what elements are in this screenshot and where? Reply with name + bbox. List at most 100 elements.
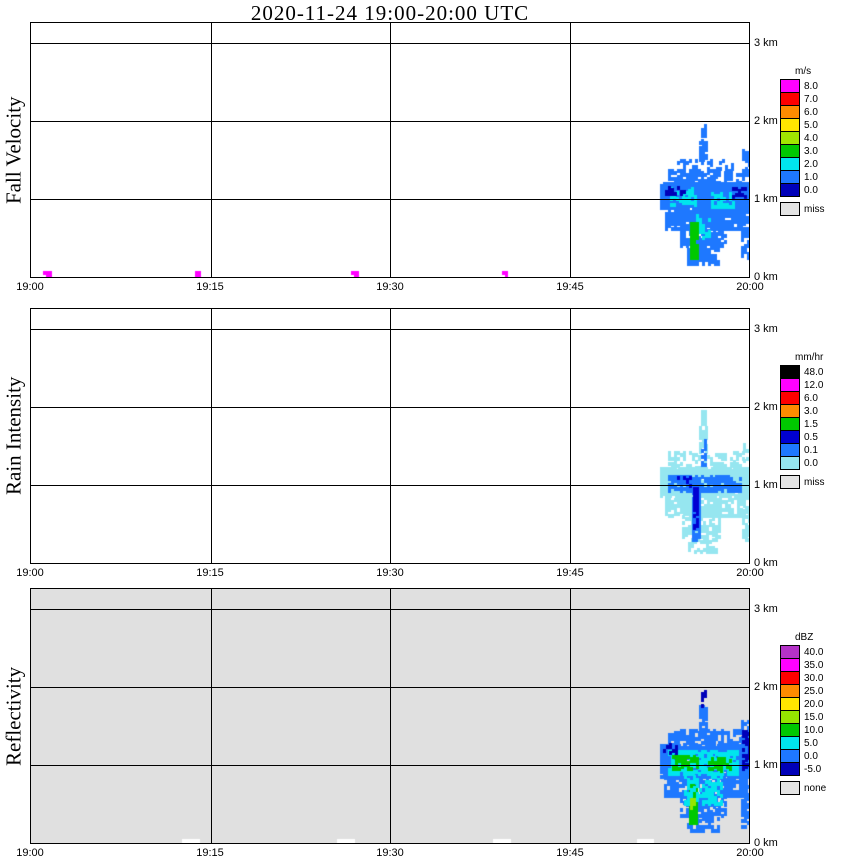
height-label-3km: 3 km (754, 323, 778, 335)
colorbar-row: 48.0 (780, 365, 850, 379)
colorbar-label: 3.0 (804, 145, 818, 157)
plot-area-reflectivity (30, 588, 750, 844)
colorbar-label: 2.0 (804, 158, 818, 170)
height-label-3km: 3 km (754, 603, 778, 615)
colorbar-row: 7.0 (780, 92, 850, 106)
colorbar-swatch (780, 658, 800, 672)
colorbar-swatch (780, 762, 800, 776)
height-label-2km: 2 km (754, 681, 778, 693)
colorbar-row: 6.0 (780, 391, 850, 405)
colorbar-row: 3.0 (780, 404, 850, 418)
grid-line-horizontal (31, 407, 749, 408)
colorbar-row: 6.0 (780, 105, 850, 119)
colorbar-label: 8.0 (804, 80, 818, 92)
colorbar-swatch (780, 391, 800, 405)
grid-line-vertical (390, 23, 391, 277)
colorbar-label: 0.0 (804, 457, 818, 469)
time-label: 19:00 (16, 567, 44, 579)
colorbar-row: 1.5 (780, 417, 850, 431)
grid-line-vertical (211, 23, 212, 277)
colorbar-label: 40.0 (804, 646, 824, 658)
colorbar-label: 25.0 (804, 685, 824, 697)
colorbar-swatch (780, 475, 800, 489)
colorbar-label: 4.0 (804, 132, 818, 144)
colorbar-swatch (780, 92, 800, 106)
colorbar-swatch (780, 443, 800, 457)
colorbar-label: 10.0 (804, 724, 824, 736)
colorbar-swatch (780, 710, 800, 724)
colorbar-swatch (780, 456, 800, 470)
colorbar-row: 4.0 (780, 131, 850, 145)
height-label-0km: 0 km (754, 271, 778, 283)
height-label-0km: 0 km (754, 837, 778, 849)
colorbar-label: 48.0 (804, 366, 824, 378)
height-label-1km: 1 km (754, 759, 778, 771)
colorbar-swatch (780, 202, 800, 216)
colorbar-row: miss (780, 475, 850, 489)
grid-line-vertical (211, 309, 212, 563)
chart-title: 2020-11-24 19:00-20:00 UTC (250, 1, 530, 25)
colorbar-label: 0.0 (804, 184, 818, 196)
colorbar-label: 1.0 (804, 171, 818, 183)
colorbar-swatch (780, 723, 800, 737)
colorbar-label: miss (804, 476, 825, 488)
colorbar-row: 15.0 (780, 710, 850, 724)
colorbar-label: 35.0 (804, 659, 824, 671)
colorbar-reflectivity: dBZ 40.0 35.0 30.0 25.0 20.0 15.0 10.0 5.0 0.0 -5.… (780, 632, 850, 795)
colorbar-swatch (780, 365, 800, 379)
grid-line-vertical (211, 589, 212, 843)
colorbar-row: 8.0 (780, 79, 850, 93)
colorbar-label: 0.0 (804, 750, 818, 762)
colorbar-row: 30.0 (780, 671, 850, 685)
colorbar-swatch (780, 736, 800, 750)
height-label-1km: 1 km (754, 193, 778, 205)
grid-line-vertical (390, 589, 391, 843)
time-label: 19:15 (196, 281, 224, 293)
grid-line-horizontal (31, 43, 749, 44)
colorbar-label: none (804, 782, 827, 794)
colorbar-row: 0.0 (780, 749, 850, 763)
panel-title-fall-velocity: Fall Velocity (1, 96, 26, 204)
colorbar-row: -5.0 (780, 762, 850, 776)
colorbar-swatch (780, 118, 800, 132)
height-label-2km: 2 km (754, 401, 778, 413)
panel-rain-intensity: Rain Intensity 3 km 2 km 1 km 0 km 19:00 19:15… (0, 308, 850, 588)
time-label: 19:45 (556, 281, 584, 293)
colorbar-row: 40.0 (780, 645, 850, 659)
colorbar-row: miss (780, 202, 850, 216)
colorbar-swatch (780, 749, 800, 763)
grid-line-horizontal (31, 485, 749, 486)
panel-title-reflectivity: Reflectivity (1, 666, 26, 766)
colorbar-label: -5.0 (804, 763, 822, 775)
colorbar-row: 0.5 (780, 430, 850, 444)
height-label-3km: 3 km (754, 37, 778, 49)
time-label: 19:15 (196, 567, 224, 579)
grid-line-horizontal (31, 199, 749, 200)
colorbar-units-fall-velocity: m/s (795, 66, 812, 77)
grid-line-horizontal (31, 329, 749, 330)
grid-line-vertical (570, 23, 571, 277)
time-label: 20:00 (736, 567, 764, 579)
colorbar-swatch (780, 378, 800, 392)
colorbar-label: 15.0 (804, 711, 824, 723)
time-label: 19:30 (376, 281, 404, 293)
colorbar-swatch (780, 131, 800, 145)
grid-line-vertical (570, 589, 571, 843)
colorbar-label: 6.0 (804, 106, 818, 118)
colorbar-row: none (780, 781, 850, 795)
panel-fall-velocity: Fall Velocity 3 km 2 km 1 km 0 km 19:00 19:15 1… (0, 22, 850, 302)
colorbar-label: 20.0 (804, 698, 824, 710)
colorbar-row: 0.1 (780, 443, 850, 457)
colorbar-label: 7.0 (804, 93, 818, 105)
colorbar-label: 3.0 (804, 405, 818, 417)
colorbar-label: 0.1 (804, 444, 818, 456)
colorbar-swatch (780, 157, 800, 171)
colorbar-row: 2.0 (780, 157, 850, 171)
colorbar-row: 5.0 (780, 118, 850, 132)
plot-area-rain-intensity (30, 308, 750, 564)
grid-line-horizontal (31, 687, 749, 688)
colorbar-label: 5.0 (804, 119, 818, 131)
colorbar-row: 0.0 (780, 456, 850, 470)
colorbar-row: 3.0 (780, 144, 850, 158)
colorbar-label: 12.0 (804, 379, 824, 391)
